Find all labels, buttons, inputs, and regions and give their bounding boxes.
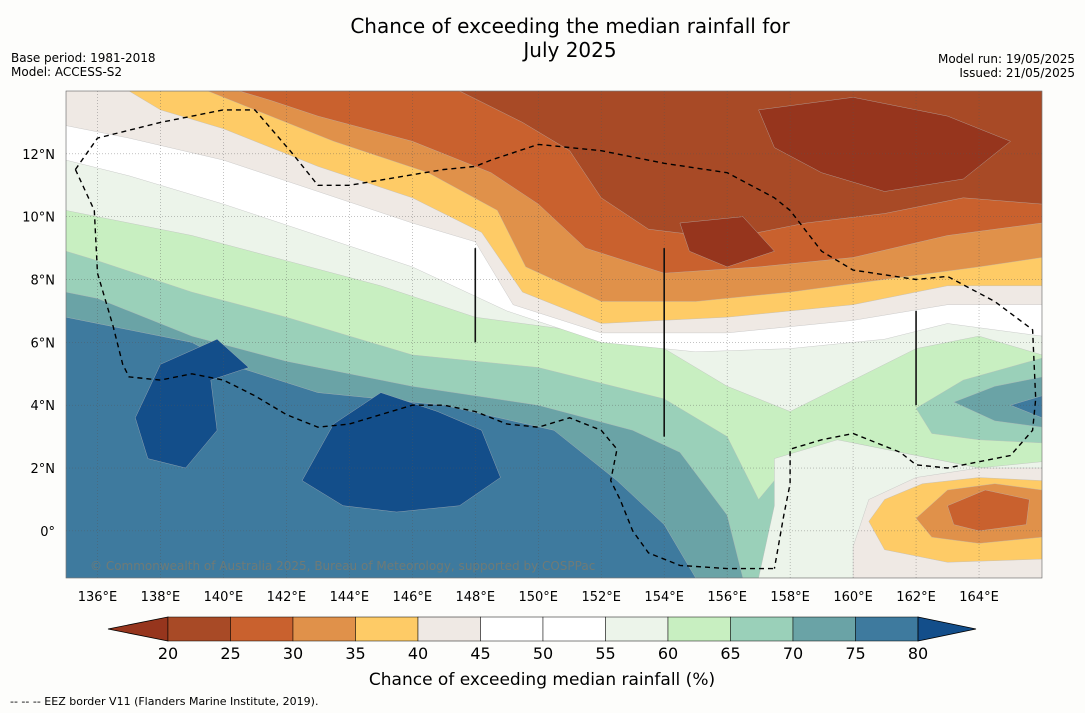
eez-footnote: -- -- -- EEZ border V11 (Flanders Marine… <box>10 695 319 708</box>
y-tick-label: 4°N <box>31 399 56 414</box>
eez-border <box>74 169 775 570</box>
colorbar-swatch <box>417 616 481 642</box>
x-tick-label: 158°E <box>770 590 810 605</box>
base-period: Base period: 1981-2018 <box>11 51 156 65</box>
colorbar-swatch <box>792 616 856 642</box>
eez-border <box>74 109 1037 569</box>
x-tick-label: 164°E <box>959 590 999 605</box>
colorbar-tick-label: 25 <box>220 644 240 663</box>
colorbar-title: Chance of exceeding median rainfall (%) <box>369 670 715 690</box>
colorbar-swatch <box>667 616 731 642</box>
colorbar: 20 25 30 35 40 45 50 55 60 65 70 75 80 Chance of exce… <box>107 616 977 690</box>
colorbar-tick-label: 60 <box>658 644 678 663</box>
y-tick-label: 2°N <box>31 462 56 477</box>
colorbar-tick-label: 30 <box>283 644 303 663</box>
colorbar-swatch <box>292 616 356 642</box>
x-tick-label: 156°E <box>707 590 747 605</box>
x-tick-label: 148°E <box>456 590 496 605</box>
x-tick-label: 144°E <box>330 590 370 605</box>
x-tick-label: 138°E <box>141 590 181 605</box>
colorbar-tick-label: 40 <box>408 644 428 663</box>
x-tick-label: 152°E <box>581 590 621 605</box>
colorbar-swatch <box>730 616 794 642</box>
meta-right: Model run: 19/05/2025 Issued: 21/05/2025 <box>938 52 1075 80</box>
model-name: Model: ACCESS-S2 <box>11 65 123 79</box>
y-tick-label: 6°N <box>31 336 56 351</box>
colorbar-swatch <box>230 616 294 642</box>
rainfall-region <box>301 392 501 513</box>
meta-left: Base period: 1981-2018 Model: ACCESS-S2 <box>11 51 156 79</box>
colorbar-tick-label: 70 <box>783 644 803 663</box>
colorbar-tick-label: 35 <box>345 644 365 663</box>
colorbar-tick-label: 80 <box>908 644 928 663</box>
colorbar-extend-low <box>107 616 169 642</box>
model-run: Model run: 19/05/2025 <box>937 52 1075 66</box>
x-tick-label: 140°E <box>204 590 244 605</box>
x-tick-label: 162°E <box>896 590 936 605</box>
colorbar-tick-label: 55 <box>595 644 615 663</box>
colorbar-swatch <box>605 616 669 642</box>
map-plot-area <box>66 91 1042 578</box>
y-tick-label: 10°N <box>22 211 55 226</box>
x-tick-label: 160°E <box>833 590 873 605</box>
copyright-notice: © Commonwealth of Australia 2025, Bureau… <box>90 559 595 573</box>
x-tick-label: 142°E <box>267 590 307 605</box>
title-line-1: Chance of exceeding the median rainfall … <box>350 14 790 38</box>
x-tick-label: 136°E <box>78 590 118 605</box>
colorbar-extend-high <box>917 616 977 642</box>
colorbar-tick-label: 75 <box>845 644 865 663</box>
rainfall-region <box>947 489 1030 532</box>
y-tick-label: 0° <box>40 525 55 540</box>
x-tick-label: 154°E <box>644 590 684 605</box>
y-tick-label: 8°N <box>31 274 56 289</box>
colorbar-swatch <box>542 616 606 642</box>
rainfall-region <box>758 97 1011 192</box>
colorbar-tick-label: 50 <box>533 644 553 663</box>
colorbar-swatch <box>355 616 419 642</box>
colorbar-swatch <box>167 616 231 642</box>
x-tick-label: 146°E <box>393 590 433 605</box>
x-tick-label: 150°E <box>518 590 558 605</box>
rainfall-region <box>135 338 249 469</box>
colorbar-swatch <box>480 616 544 642</box>
colorbar-tick-label: 65 <box>720 644 740 663</box>
map-frame <box>65 90 1043 579</box>
title-line-2: July 2025 <box>523 38 617 62</box>
issued-date: Issued: 21/05/2025 <box>959 66 1075 80</box>
rainfall-region <box>953 376 1042 428</box>
colorbar-swatch <box>855 616 919 642</box>
chart-title: Chance of exceeding the median rainfall … <box>270 14 870 62</box>
map-axes: 136°E 138°E 140°E 142°E 144°E 146°E 148°E 150°E… <box>22 148 999 605</box>
y-tick-label: 12°N <box>22 148 55 163</box>
colorbar-tick-label: 20 <box>158 644 178 663</box>
colorbar-tick-label: 45 <box>470 644 490 663</box>
